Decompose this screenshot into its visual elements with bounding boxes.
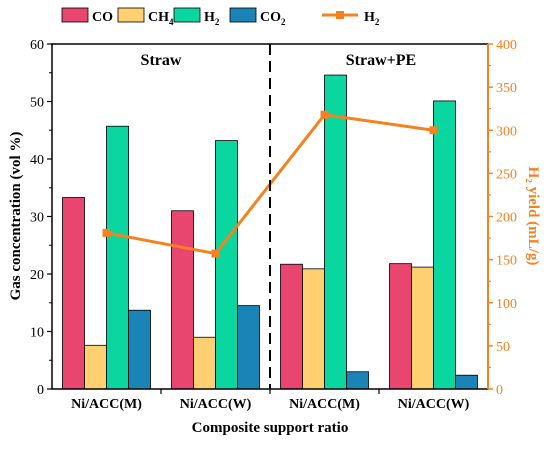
h2-yield-point-0 [102, 228, 111, 237]
y2-tick-label: 250 [496, 167, 517, 182]
bar-co-3 [389, 263, 412, 390]
group-label-straw-pe: Straw+PE [346, 52, 416, 69]
bar-series-group [62, 74, 478, 390]
legend-label-h2: H2 [204, 10, 220, 27]
bar-ch4-3 [411, 266, 434, 390]
axes: 0 10 20 30 40 50 60 0 50 100 150 200 250 300 350 400 Ni/… [30, 38, 517, 412]
legend-marker-h2-yield [336, 11, 344, 19]
bar-h2-1 [215, 140, 238, 390]
bar-ch4-0 [84, 344, 107, 390]
bar-co2-3 [455, 374, 478, 390]
bar-h2-2 [324, 74, 347, 390]
y2-axis-title: H₂ yield (mL/g) [525, 167, 541, 266]
y2-tick-label: 150 [496, 254, 517, 269]
y2-tick-label: 50 [496, 340, 510, 355]
legend-label-ch4: CH4 [148, 10, 174, 27]
bar-h2-3 [433, 100, 456, 390]
y-axis-title: Gas concentration (vol %) [8, 132, 24, 301]
x-tick-label: Ni/ACC(M) [289, 397, 360, 412]
x-tick-label: Ni/ACC(W) [180, 397, 252, 412]
y2-tick-label: 300 [496, 124, 517, 139]
bar-ch4-1 [193, 336, 216, 390]
y-tick-label: 20 [30, 268, 44, 283]
group-label-straw: Straw [141, 52, 182, 69]
y-tick-label: 10 [30, 326, 44, 341]
y-tick-label: 50 [30, 96, 44, 111]
legend-label-co: CO [92, 10, 113, 25]
bar-co-1 [171, 210, 194, 390]
legend-label-co2: CO2 [260, 10, 286, 27]
bar-co2-0 [128, 309, 151, 390]
y2-tick-label: 350 [496, 81, 517, 96]
x-tick-label: Ni/ACC(W) [398, 397, 470, 412]
y-tick-label: 0 [37, 383, 44, 398]
y2-tick-label: 200 [496, 211, 517, 226]
y2-tick-label: 0 [496, 383, 503, 398]
bar-h2-0 [106, 125, 129, 390]
bar-ch4-2 [302, 268, 325, 390]
bar-co2-1 [237, 305, 260, 390]
legend-swatch-co [61, 7, 89, 23]
y-tick-label: 30 [30, 211, 44, 226]
legend-swatch-h2 [173, 7, 201, 23]
bar-co2-2 [346, 371, 369, 390]
legend: CO CH4 H2 CO2 H2 [61, 7, 380, 27]
h2-yield-point-1 [211, 249, 220, 258]
bar-co-2 [280, 263, 303, 390]
bar-co-0 [62, 197, 85, 390]
h2-yield-point-2 [320, 110, 329, 119]
x-tick-label: Ni/ACC(M) [71, 397, 142, 412]
legend-swatch-co2 [229, 7, 257, 23]
y-tick-label: 40 [30, 153, 44, 168]
x-axis-title: Composite support ratio [192, 420, 349, 436]
y2-tick-label: 100 [496, 297, 517, 312]
y-tick-label: 60 [30, 38, 44, 53]
h2-yield-point-3 [429, 126, 438, 135]
y2-tick-label: 400 [496, 38, 517, 53]
legend-label-h2-yield: H2 [364, 10, 380, 27]
legend-swatch-ch4 [117, 7, 145, 23]
